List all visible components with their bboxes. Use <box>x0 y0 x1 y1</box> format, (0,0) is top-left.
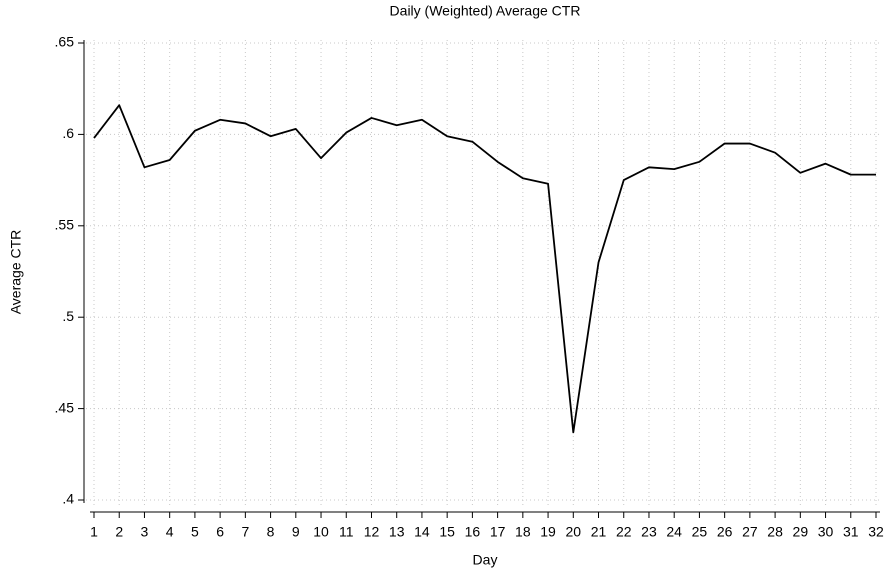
x-tick-label: 20 <box>566 524 582 540</box>
x-tick-label: 23 <box>641 524 657 540</box>
x-tick-label: 3 <box>141 524 149 540</box>
x-tick-label: 17 <box>490 524 506 540</box>
x-tick-label: 32 <box>868 524 884 540</box>
x-tick-label: 15 <box>439 524 455 540</box>
y-tick-label: .6 <box>62 125 74 141</box>
x-tick-label: 27 <box>742 524 758 540</box>
x-tick-label: 12 <box>364 524 380 540</box>
x-tick-label: 10 <box>313 524 329 540</box>
x-tick-label: 7 <box>241 524 249 540</box>
x-tick-label: 1 <box>90 524 98 540</box>
x-tick-label: 18 <box>515 524 531 540</box>
x-tick-label: 29 <box>793 524 809 540</box>
x-tick-label: 2 <box>115 524 123 540</box>
x-tick-label: 22 <box>616 524 632 540</box>
x-tick-label: 5 <box>191 524 199 540</box>
x-tick-label: 19 <box>540 524 556 540</box>
x-tick-label: 26 <box>717 524 733 540</box>
x-tick-label: 11 <box>339 524 354 540</box>
x-tick-label: 14 <box>414 524 430 540</box>
x-tick-label: 28 <box>767 524 783 540</box>
x-tick-label: 24 <box>666 524 682 540</box>
y-tick-label: .4 <box>62 491 74 507</box>
x-tick-label: 6 <box>216 524 224 540</box>
chart-title: Daily (Weighted) Average CTR <box>390 3 581 19</box>
x-tick-label: 8 <box>267 524 275 540</box>
y-tick-label: .55 <box>55 217 75 233</box>
x-axis-label: Day <box>473 552 498 568</box>
x-tick-label: 16 <box>465 524 481 540</box>
x-tick-label: 9 <box>292 524 300 540</box>
y-tick-label: .65 <box>55 34 75 50</box>
x-tick-label: 21 <box>591 524 607 540</box>
x-tick-label: 30 <box>818 524 834 540</box>
x-tick-label: 4 <box>166 524 174 540</box>
x-tick-label: 13 <box>389 524 405 540</box>
y-tick-label: .5 <box>62 308 74 324</box>
y-axis-label: Average CTR <box>8 230 24 315</box>
x-tick-label: 25 <box>692 524 708 540</box>
line <box>93 104 876 434</box>
y-tick-label: .45 <box>55 399 75 415</box>
x-tick-label: 31 <box>843 524 859 540</box>
